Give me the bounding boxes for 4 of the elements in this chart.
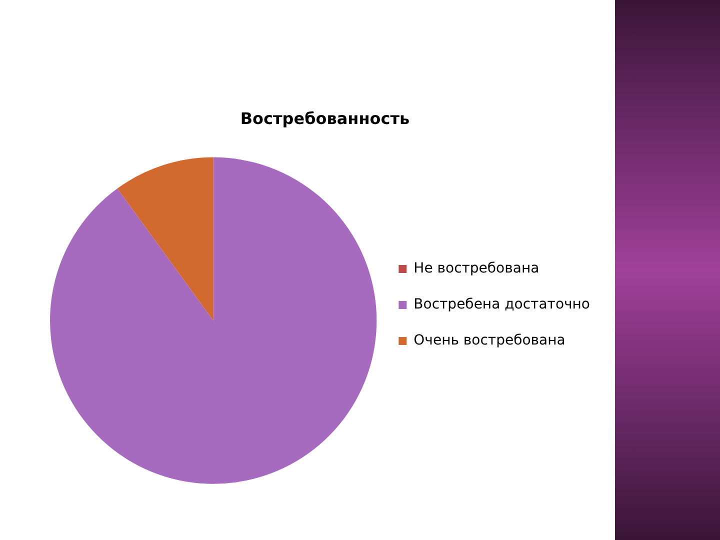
legend-label: Не востребована	[414, 260, 540, 277]
legend-label: Востребена достаточно	[414, 296, 590, 313]
chart-title: Востребованность	[240, 108, 410, 128]
legend-label: Очень востребована	[414, 332, 566, 349]
